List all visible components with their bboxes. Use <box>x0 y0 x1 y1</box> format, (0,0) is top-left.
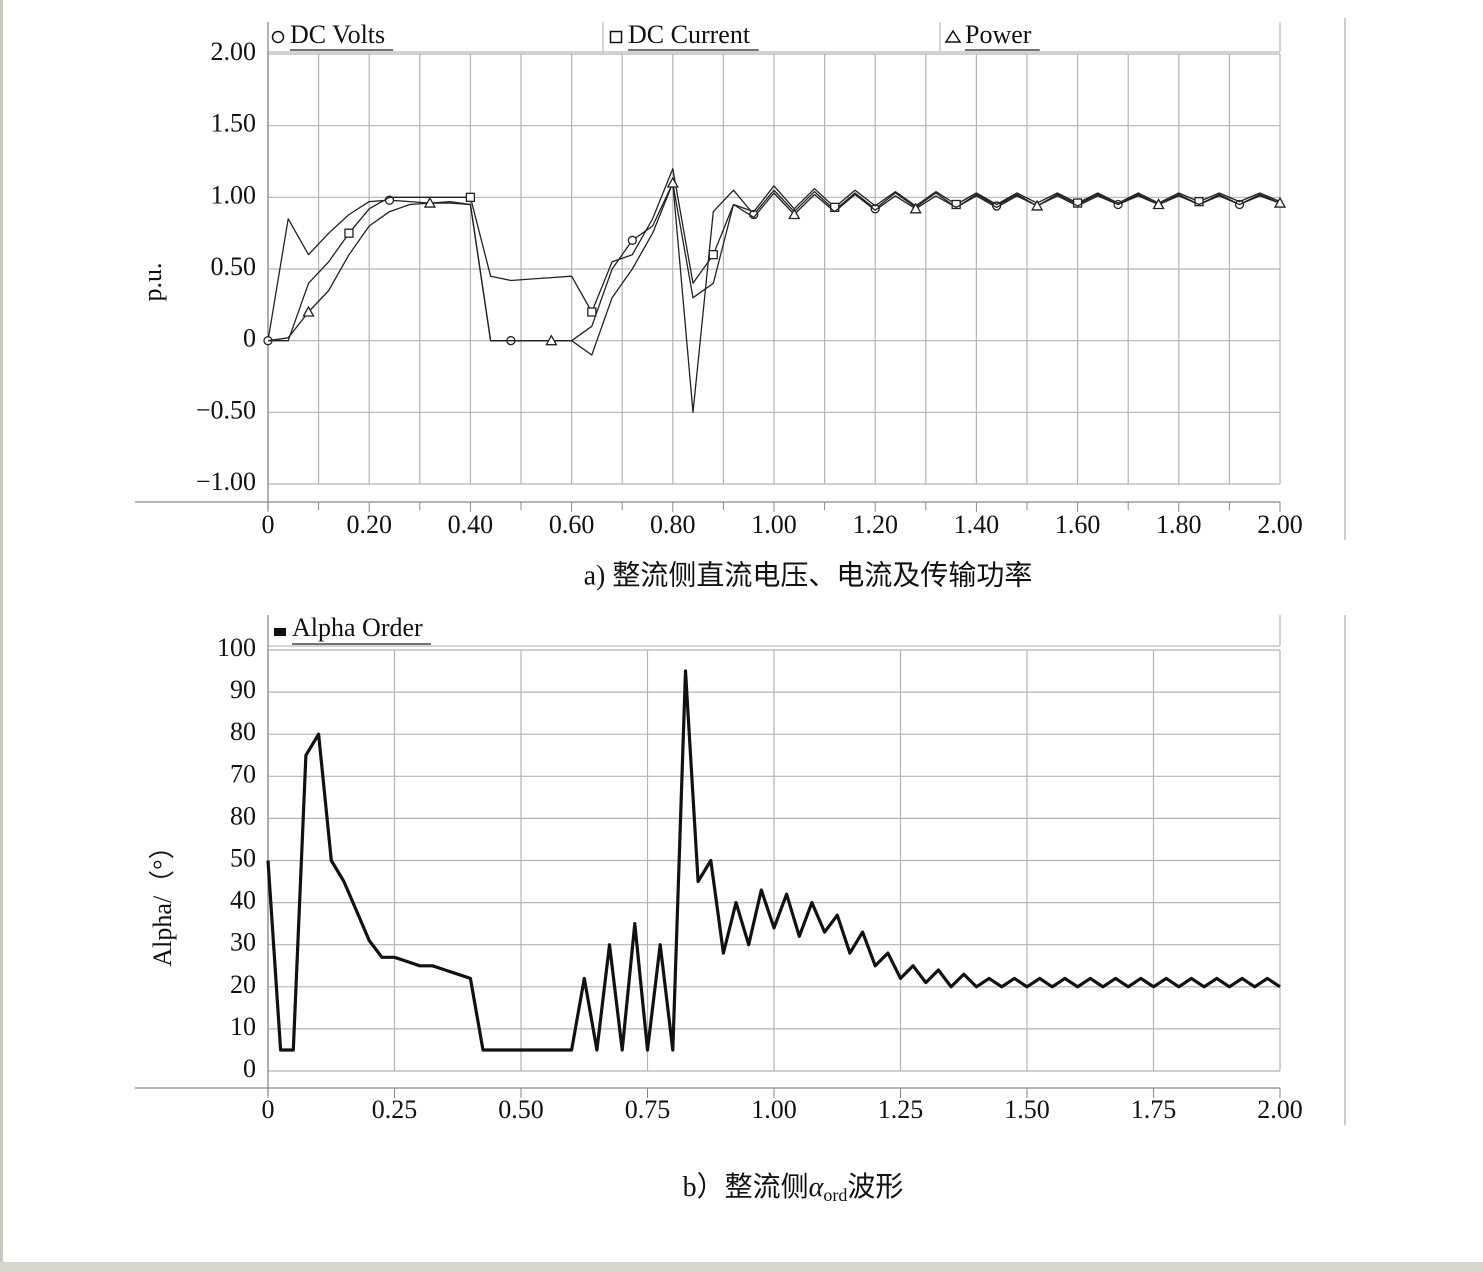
y-tick-label: 80 <box>230 717 256 746</box>
y-tick-label: 10 <box>230 1012 256 1041</box>
x-tick-label: 0.20 <box>346 510 392 539</box>
data-line <box>266 669 1281 1052</box>
legend-marker <box>271 30 285 44</box>
y-tick-label: 20 <box>230 970 256 999</box>
x-tick-label: 2.00 <box>1257 510 1303 539</box>
data-marker <box>545 334 558 346</box>
x-tick-label: 0 <box>262 510 275 539</box>
legend-label: DC Volts <box>290 20 385 49</box>
bottom-strip <box>0 1262 1483 1272</box>
y-tick-label: 1.00 <box>211 180 257 209</box>
x-tick-label: 0.50 <box>498 1095 544 1124</box>
data-marker <box>465 192 476 202</box>
x-tick-label: 0 <box>262 1095 275 1124</box>
caption-symbol: α <box>809 1172 825 1203</box>
y-tick-label: 30 <box>230 928 256 957</box>
caption-subscript: ord <box>823 1185 847 1205</box>
x-tick-label: 0.25 <box>372 1095 418 1124</box>
data-marker <box>1072 198 1083 208</box>
y-tick-label: −0.50 <box>196 395 256 424</box>
data-marker <box>423 196 437 208</box>
caption: a) 整流侧直流电压、电流及传输功率 <box>584 559 1033 591</box>
data-marker <box>788 208 801 220</box>
y-axis-label: Alpha/（°） <box>148 833 177 966</box>
y-tick-label: 80 <box>230 801 256 830</box>
data-marker <box>909 202 922 214</box>
data-marker <box>708 250 718 260</box>
data-marker <box>870 204 880 214</box>
legend-marker <box>274 628 286 636</box>
x-tick-label: 0.80 <box>650 510 696 539</box>
caption-part: 波形 <box>847 1171 903 1203</box>
legend-label: DC Current <box>628 20 751 49</box>
data-line <box>268 168 1281 342</box>
data-marker <box>666 176 679 188</box>
caption-part: b）整流侧 <box>683 1171 809 1203</box>
y-tick-label: −1.00 <box>196 467 256 496</box>
x-tick-label: 2.00 <box>1257 1095 1303 1124</box>
legend-label: Power <box>965 20 1032 49</box>
data-marker <box>344 228 354 238</box>
x-tick-label: 1.00 <box>751 510 797 539</box>
y-tick-label: 70 <box>230 759 256 788</box>
x-tick-label: 0.75 <box>625 1095 671 1124</box>
y-tick-label: 50 <box>230 843 256 872</box>
y-tick-label: 1.50 <box>211 109 257 138</box>
x-tick-label: 1.60 <box>1055 510 1101 539</box>
y-tick-label: 100 <box>217 633 256 662</box>
data-marker <box>627 235 637 245</box>
x-tick-label: 1.40 <box>954 510 1000 539</box>
x-tick-label: 1.75 <box>1131 1095 1177 1124</box>
y-tick-label: 2.00 <box>211 37 257 66</box>
y-tick-label: 0 <box>243 324 256 353</box>
left-edge <box>0 0 3 1272</box>
data-marker <box>587 307 597 317</box>
y-axis-label: p.u. <box>138 263 167 302</box>
data-line <box>267 182 1281 356</box>
data-marker <box>1031 199 1044 211</box>
data-marker <box>302 305 315 317</box>
x-tick-label: 1.20 <box>852 510 898 539</box>
x-tick-label: 1.80 <box>1156 510 1202 539</box>
y-tick-label: 90 <box>230 675 256 704</box>
legend-marker <box>609 30 623 44</box>
legend-marker <box>944 29 962 43</box>
data-marker <box>1194 196 1204 207</box>
x-tick-label: 0.40 <box>448 510 494 539</box>
y-tick-label: 40 <box>230 886 256 915</box>
x-tick-label: 0.60 <box>549 510 595 539</box>
x-tick-label: 1.00 <box>751 1095 797 1124</box>
legend-label: Alpha Order <box>292 613 423 642</box>
y-tick-label: 0 <box>243 1054 256 1083</box>
data-marker <box>1152 198 1165 210</box>
data-marker <box>1273 196 1287 208</box>
caption: b）整流侧αord波形 <box>683 1171 904 1205</box>
x-tick-label: 1.50 <box>1004 1095 1050 1124</box>
x-tick-label: 1.25 <box>878 1095 924 1124</box>
y-tick-label: 0.50 <box>211 252 257 281</box>
